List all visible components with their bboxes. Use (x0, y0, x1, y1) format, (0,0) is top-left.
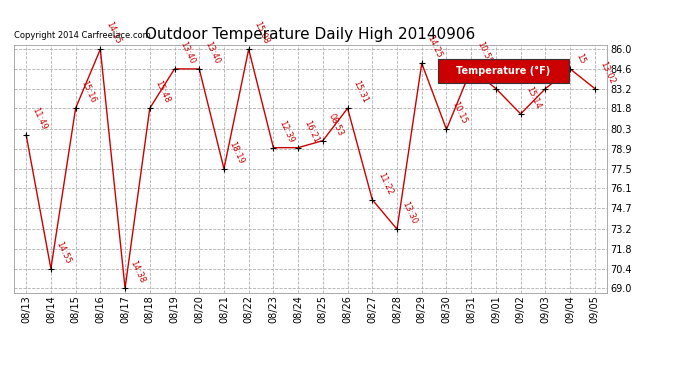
FancyBboxPatch shape (438, 58, 569, 83)
Text: 14:15: 14:15 (104, 20, 122, 46)
Text: 14:55: 14:55 (55, 240, 72, 265)
Text: 15:14: 15:14 (524, 85, 542, 110)
Text: 10:55: 10:55 (475, 40, 493, 65)
Text: 14:38: 14:38 (129, 259, 147, 285)
Text: 15:16: 15:16 (79, 80, 97, 105)
Text: 15:48: 15:48 (153, 80, 172, 105)
Text: 15:31: 15:31 (351, 80, 370, 105)
Text: 14:25: 14:25 (426, 34, 444, 60)
Text: 13:40: 13:40 (178, 40, 197, 65)
Text: 15:08: 15:08 (253, 20, 270, 46)
Text: Copyright 2014 Carfreelace.com: Copyright 2014 Carfreelace.com (14, 31, 150, 40)
Text: 16:02: 16:02 (549, 60, 567, 85)
Text: 11:49: 11:49 (30, 106, 48, 132)
Text: 13:30: 13:30 (401, 200, 419, 226)
Text: 10:15: 10:15 (450, 100, 469, 126)
Text: 13:40: 13:40 (203, 40, 221, 65)
Text: 13:42: 13:42 (500, 60, 518, 85)
Text: 08:53: 08:53 (326, 111, 345, 137)
Text: 16:21: 16:21 (302, 119, 320, 144)
Text: 18:19: 18:19 (228, 140, 246, 165)
Title: Outdoor Temperature Daily High 20140906: Outdoor Temperature Daily High 20140906 (146, 27, 475, 42)
Text: 15: 15 (574, 52, 586, 65)
Text: 13:02: 13:02 (598, 60, 617, 85)
Text: Temperature (°F): Temperature (°F) (456, 66, 551, 76)
Text: 12:39: 12:39 (277, 119, 295, 144)
Text: 11:22: 11:22 (376, 171, 394, 196)
